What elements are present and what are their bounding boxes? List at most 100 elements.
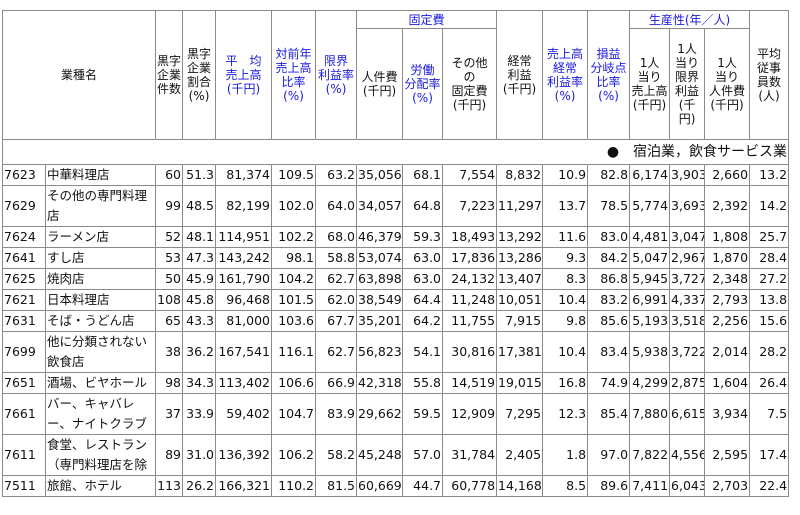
section-title: ● 宿泊業，飲食サービス業 <box>1 139 790 165</box>
cell-value: 63,898 <box>356 268 404 290</box>
cell-value: 24,132 <box>442 268 498 290</box>
industry-name: 焼肉店 <box>44 268 157 290</box>
column-header[interactable]: 対前年 売上高 比率 (%) <box>271 10 317 140</box>
cell-value: 3,727 <box>669 268 706 290</box>
column-header[interactable]: 売上高 経常 利益率 (%) <box>542 10 589 140</box>
column-header[interactable]: 限界 利益率 (%) <box>315 10 358 140</box>
cell-value: 25.7 <box>749 226 790 248</box>
cell-value: 2,405 <box>496 434 544 476</box>
cell-value: 65 <box>155 310 184 332</box>
header-row: 業種名 黒字 企業 件数 黒字 企業 割合 (%) 平 均 売上高 (千円) 対前年 売… <box>1 10 790 140</box>
data-row: 7631 そば・うどん店 65 43.3 81,000 103.6 67.7 35,201 64… <box>2 310 790 332</box>
cell-value: 22.4 <box>749 475 790 497</box>
cell-value: 7,223 <box>442 185 498 227</box>
industry-name-text: すし店 <box>47 250 85 265</box>
cell-value: 86.8 <box>587 268 631 290</box>
cell-value: 3,047 <box>669 226 706 248</box>
cell-value: 89.6 <box>587 475 631 497</box>
column-header: 1人 当り 限界 利益 (千円) <box>669 28 706 140</box>
cell-value: 13,286 <box>496 247 544 269</box>
cell-value: 3,518 <box>669 310 706 332</box>
cell-value: 106.6 <box>271 372 317 394</box>
cell-value: 12.3 <box>542 393 589 435</box>
data-row: 7651 酒場、ビヤホール 98 34.3 113,402 106.6 66.9 42,318… <box>2 372 790 394</box>
cell-value: 31,784 <box>442 434 498 476</box>
cell-value: 59.5 <box>402 393 444 435</box>
cell-value: 7,915 <box>496 310 544 332</box>
cell-value: 47.3 <box>182 247 217 269</box>
cell-value: 13.7 <box>542 185 589 227</box>
cell-value: 6,174 <box>629 164 671 186</box>
cell-value: 28.2 <box>749 331 790 373</box>
header-row: 人件費 (千円) 労働 分配率 (%) その他 の 固定費 (千円) 1人 当り 売上… <box>3 28 789 140</box>
data-row: 7625 焼肉店 50 45.9 161,790 104.2 62.7 63,898 63.0 2… <box>2 268 790 290</box>
industry-name: バー、キャバレー、ナイトクラブ <box>44 393 157 435</box>
cell-value: 48.5 <box>182 185 217 227</box>
cell-value: 114,951 <box>215 226 273 248</box>
industry-name: 食堂、レストラン（専門料理店を除 <box>44 434 157 476</box>
industry-code: 7651 <box>2 372 46 394</box>
column-header[interactable]: 平 均 売上高 (千円) <box>215 10 273 140</box>
cell-value: 161,790 <box>215 268 273 290</box>
cell-value: 45.8 <box>182 289 217 311</box>
column-header[interactable]: 損益 分岐点 比率 (%) <box>587 10 631 140</box>
cell-value: 34.3 <box>182 372 217 394</box>
cell-value: 58.8 <box>315 247 358 269</box>
cell-value: 7,295 <box>496 393 544 435</box>
data-row: 7699 他に分類されない飲食店 38 36.2 167,541 116.1 62.7 56,… <box>2 331 790 373</box>
cell-value: 59.3 <box>402 226 444 248</box>
cell-value: 2,348 <box>704 268 751 290</box>
group-header[interactable]: 生産性(年／人) <box>629 10 751 29</box>
cell-value: 166,321 <box>215 475 273 497</box>
section-row: ● 宿泊業，飲食サービス業 <box>1 139 790 165</box>
industry-name: 中華料理店 <box>44 164 157 186</box>
cell-value: 38 <box>155 331 184 373</box>
cell-value: 34,057 <box>356 185 404 227</box>
cell-value: 2,392 <box>704 185 751 227</box>
cell-value: 10.4 <box>542 289 589 311</box>
cell-value: 7,411 <box>629 475 671 497</box>
industry-name: 他に分類されない飲食店 <box>44 331 157 373</box>
cell-value: 78.5 <box>587 185 631 227</box>
cell-value: 51.3 <box>182 164 217 186</box>
cell-value: 8,832 <box>496 164 544 186</box>
cell-value: 143,242 <box>215 247 273 269</box>
cell-value: 116.1 <box>271 331 317 373</box>
cell-value: 19,015 <box>496 372 544 394</box>
cell-value: 68.0 <box>315 226 358 248</box>
data-row: 7624 ラーメン店 52 48.1 114,951 102.2 68.0 46,379 59.… <box>2 226 790 248</box>
industry-code: 7611 <box>2 434 46 476</box>
column-header[interactable]: 労働 分配率 (%) <box>402 28 444 140</box>
industry-name-text: ラーメン店 <box>47 229 110 244</box>
cell-value: 62.7 <box>315 331 358 373</box>
industry-name: 日本料理店 <box>44 289 157 311</box>
cell-value: 1,604 <box>704 372 751 394</box>
cell-value: 85.4 <box>587 393 631 435</box>
cell-value: 10.4 <box>542 331 589 373</box>
cell-value: 82,199 <box>215 185 273 227</box>
cell-value: 97.0 <box>587 434 631 476</box>
cell-value: 62.7 <box>315 268 358 290</box>
cell-value: 7,880 <box>629 393 671 435</box>
cell-value: 46,379 <box>356 226 404 248</box>
cell-value: 30,816 <box>442 331 498 373</box>
cell-value: 1,808 <box>704 226 751 248</box>
cell-value: 108 <box>155 289 184 311</box>
cell-value: 53,074 <box>356 247 404 269</box>
cell-value: 104.7 <box>271 393 317 435</box>
cell-value: 2,967 <box>669 247 706 269</box>
industry-name: その他の専門料理店 <box>44 185 157 227</box>
group-header[interactable]: 固定費 <box>356 10 498 29</box>
cell-value: 4,481 <box>629 226 671 248</box>
cell-value: 11,248 <box>442 289 498 311</box>
cell-value: 5,193 <box>629 310 671 332</box>
industry-name-text: 日本料理店 <box>47 292 110 307</box>
table-header: 業種名 黒字 企業 件数 黒字 企業 割合 (%) 平 均 売上高 (千円) 対前年 売… <box>1 10 790 140</box>
cell-value: 64.0 <box>315 185 358 227</box>
cell-value: 82.8 <box>587 164 631 186</box>
cell-value: 57.0 <box>402 434 444 476</box>
industry-code: 7631 <box>2 310 46 332</box>
cell-value: 5,047 <box>629 247 671 269</box>
cell-value: 14,168 <box>496 475 544 497</box>
